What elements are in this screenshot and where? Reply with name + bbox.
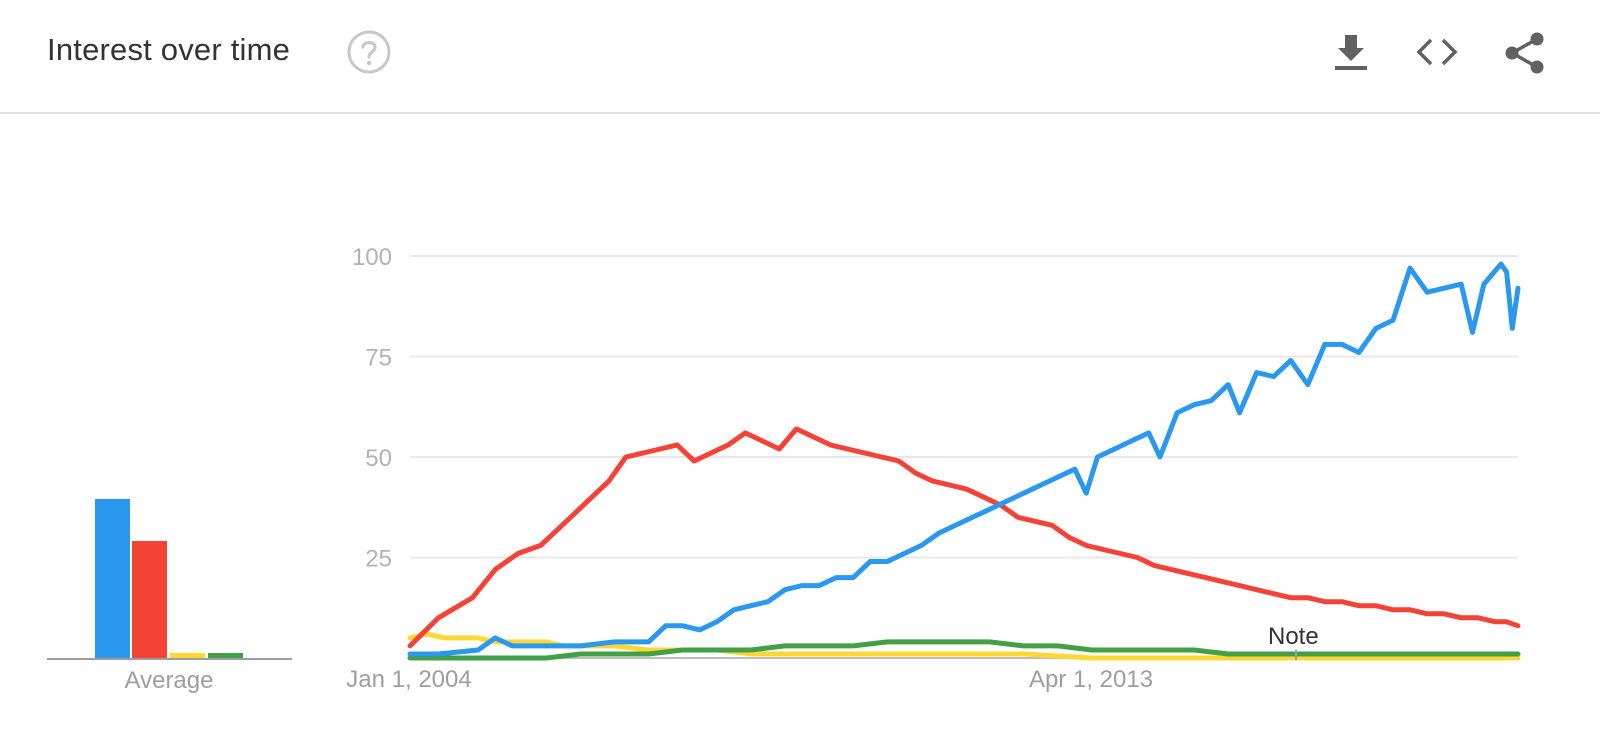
x-tick-label: Jan 1, 2004 [346, 666, 471, 693]
download-icon[interactable] [1328, 30, 1374, 76]
series-line [407, 261, 1521, 657]
average-label: Average [125, 667, 214, 694]
y-tick-label: 100 [352, 244, 392, 271]
average-bar [208, 653, 243, 659]
help-circle-icon[interactable] [347, 30, 391, 74]
average-bar [132, 541, 167, 659]
average-bar [95, 499, 130, 659]
series-line [407, 426, 1521, 649]
note-annotation[interactable]: Note [1268, 623, 1319, 650]
card-header: Interest over time [0, 0, 1600, 114]
y-tick-label: 75 [365, 345, 392, 372]
code-icon[interactable] [1414, 30, 1460, 76]
average-bar [170, 653, 205, 659]
share-icon[interactable] [1502, 30, 1548, 76]
y-tick-label: 25 [365, 546, 392, 573]
page-title: Interest over time [47, 32, 291, 67]
x-tick-label: Apr 1, 2013 [1029, 666, 1153, 693]
series-line [407, 639, 1521, 661]
y-tick-label: 50 [365, 445, 392, 472]
